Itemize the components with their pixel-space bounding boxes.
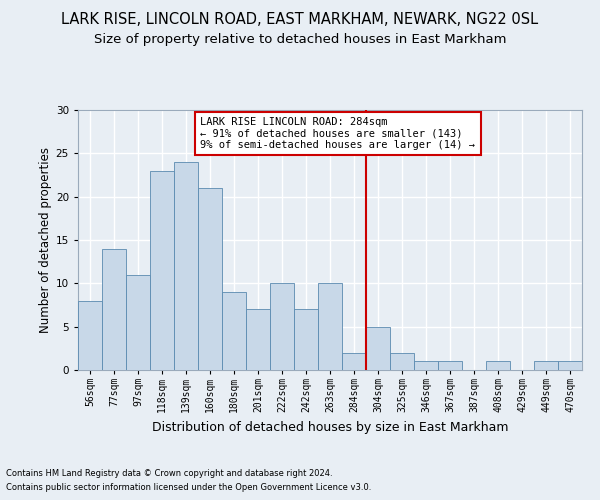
Bar xyxy=(342,352,366,370)
Bar xyxy=(486,362,510,370)
Bar xyxy=(294,310,318,370)
Bar xyxy=(198,188,222,370)
Bar xyxy=(318,284,342,370)
Bar xyxy=(270,284,294,370)
Bar xyxy=(102,248,126,370)
Text: Size of property relative to detached houses in East Markham: Size of property relative to detached ho… xyxy=(94,32,506,46)
Bar xyxy=(126,274,150,370)
X-axis label: Distribution of detached houses by size in East Markham: Distribution of detached houses by size … xyxy=(152,420,508,434)
Text: LARK RISE, LINCOLN ROAD, EAST MARKHAM, NEWARK, NG22 0SL: LARK RISE, LINCOLN ROAD, EAST MARKHAM, N… xyxy=(61,12,539,28)
Bar xyxy=(414,362,438,370)
Bar xyxy=(246,310,270,370)
Bar xyxy=(174,162,198,370)
Text: Contains public sector information licensed under the Open Government Licence v3: Contains public sector information licen… xyxy=(6,484,371,492)
Bar xyxy=(558,362,582,370)
Bar xyxy=(390,352,414,370)
Bar xyxy=(438,362,462,370)
Y-axis label: Number of detached properties: Number of detached properties xyxy=(38,147,52,333)
Bar xyxy=(78,300,102,370)
Text: LARK RISE LINCOLN ROAD: 284sqm
← 91% of detached houses are smaller (143)
9% of : LARK RISE LINCOLN ROAD: 284sqm ← 91% of … xyxy=(200,117,475,150)
Bar xyxy=(150,170,174,370)
Bar xyxy=(534,362,558,370)
Text: Contains HM Land Registry data © Crown copyright and database right 2024.: Contains HM Land Registry data © Crown c… xyxy=(6,468,332,477)
Bar xyxy=(222,292,246,370)
Bar xyxy=(366,326,390,370)
